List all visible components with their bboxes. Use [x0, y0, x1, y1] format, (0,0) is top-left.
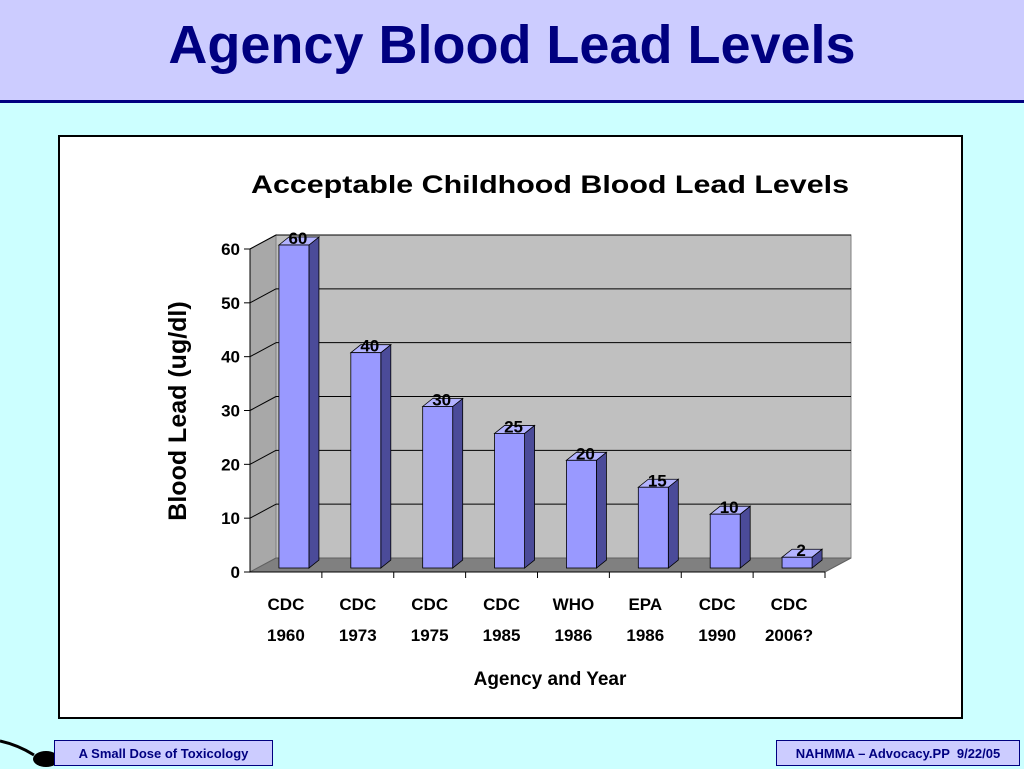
bar-side — [308, 236, 320, 569]
bar — [349, 343, 392, 569]
bar — [709, 505, 752, 569]
bar-data-label: 2 — [796, 541, 805, 560]
bar-front — [350, 352, 382, 569]
chart-frame: 0 10 20 30 40 50 60 60 CDC 1960 40 CDC 1973 30 CDC 1975… — [58, 135, 963, 719]
gridline-side — [249, 234, 277, 250]
bar-data-label: 30 — [432, 391, 451, 410]
bar-side — [452, 397, 464, 569]
x-tick-label: CDC — [771, 595, 808, 614]
bar — [421, 397, 464, 569]
x-tick-label: 1990 — [698, 626, 736, 645]
x-tick-label: 2006? — [765, 626, 813, 645]
bar-chart: 0 10 20 30 40 50 60 60 CDC 1960 40 CDC 1973 30 CDC 1975… — [164, 171, 852, 690]
chart-title: Acceptable Childhood Blood Lead Levels — [251, 171, 849, 199]
y-tick-label: 0 — [231, 563, 240, 582]
bar-side — [524, 424, 535, 569]
x-tick-label: EPA — [628, 595, 662, 614]
bar-data-label: 40 — [360, 337, 379, 356]
gridline-side — [249, 288, 277, 304]
x-tick-label: 1985 — [483, 626, 521, 645]
bar-data-label: 25 — [504, 417, 523, 436]
bar-front — [637, 486, 669, 569]
gridline-side — [249, 503, 277, 519]
bar-side — [667, 478, 679, 569]
slide-header: Agency Blood Lead Levels — [0, 0, 1024, 103]
x-tick-label: CDC — [699, 595, 736, 614]
bar-front — [494, 433, 525, 569]
gridline-side — [249, 342, 277, 358]
bar-data-label: 15 — [648, 471, 667, 490]
x-tick-label: 1986 — [626, 626, 664, 645]
y-axis-label: Blood Lead (ug/dl) — [164, 301, 192, 520]
bar — [637, 478, 680, 569]
bar-front — [781, 556, 813, 569]
chart-floor — [249, 557, 852, 573]
y-tick-label: 30 — [221, 402, 240, 421]
bar-side — [380, 343, 392, 569]
y-tick-label: 40 — [221, 348, 240, 367]
bar — [277, 236, 321, 569]
bar-front — [566, 459, 597, 569]
x-tick-label: CDC — [339, 595, 376, 614]
y-tick-label: 20 — [221, 455, 240, 474]
y-tick-label: 10 — [221, 509, 240, 528]
bar-data-label: 60 — [288, 229, 307, 248]
footer-right-label: NAHMMA – Advocacy.PP 9/22/05 — [776, 740, 1020, 766]
slide-title: Agency Blood Lead Levels — [168, 15, 856, 75]
footer-left-label: A Small Dose of Toxicology — [54, 740, 273, 766]
bar-side — [596, 451, 607, 569]
bar-front — [278, 244, 310, 569]
bar — [493, 424, 536, 569]
x-tick-label: WHO — [553, 595, 595, 614]
x-tick-label: 1973 — [339, 626, 377, 645]
gridline-side — [249, 396, 277, 411]
bar-data-label: 10 — [720, 498, 739, 517]
x-tick-label: 1986 — [555, 626, 593, 645]
bar-front — [709, 513, 741, 569]
bar — [565, 451, 608, 569]
x-tick-label: CDC — [268, 595, 305, 614]
y-tick-label: 50 — [221, 294, 240, 313]
spoon-icon — [0, 739, 59, 767]
x-tick-label: 1960 — [267, 626, 305, 645]
bar — [780, 548, 824, 569]
x-tick-label: 1975 — [411, 626, 449, 645]
x-axis-label: Agency and Year — [474, 669, 627, 690]
bar-data-label: 20 — [576, 444, 595, 463]
gridline-side — [249, 449, 277, 465]
x-tick-label: CDC — [483, 595, 520, 614]
bar-front — [422, 406, 454, 569]
bar-side — [739, 505, 751, 569]
y-tick-label: 60 — [221, 240, 240, 259]
x-tick-label: CDC — [411, 595, 448, 614]
